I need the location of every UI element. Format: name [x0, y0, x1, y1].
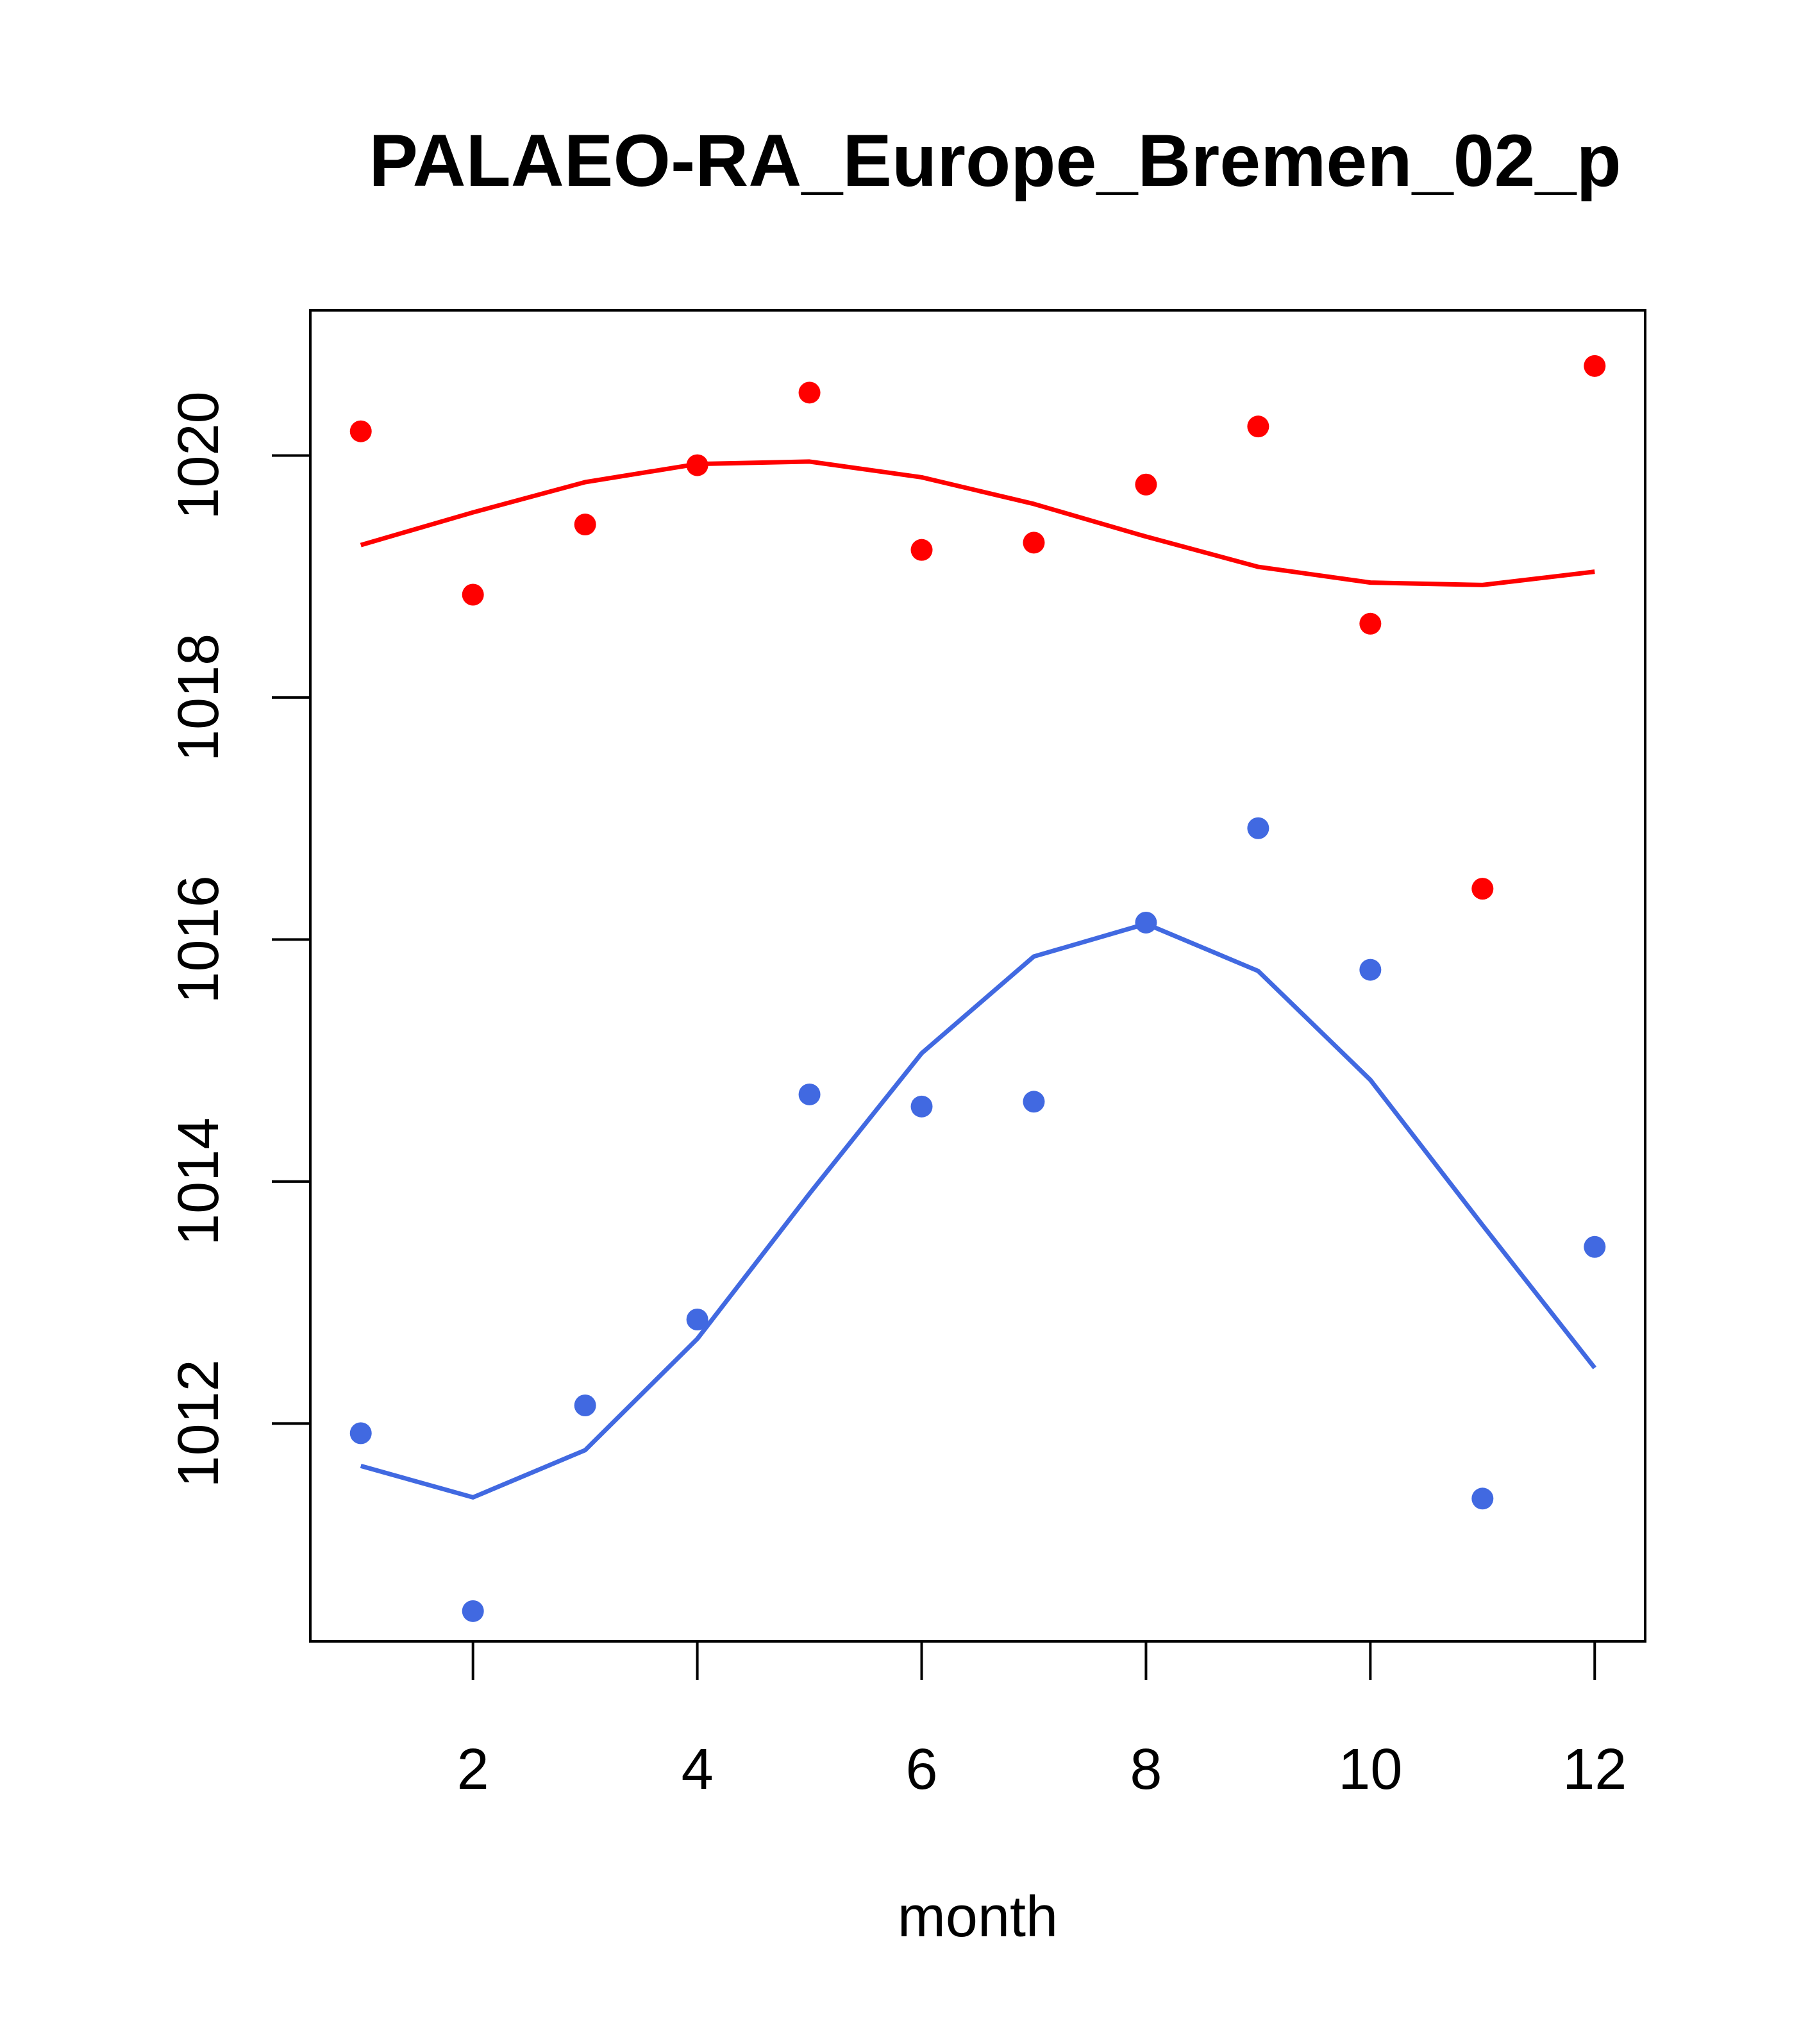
series-1-point: [1135, 473, 1157, 496]
series-1-point: [1359, 612, 1382, 635]
series-2-point: [1023, 1091, 1045, 1113]
series-1-point: [574, 514, 596, 536]
chart-title: PALAEO-RA_Europe_Bremen_02_p: [369, 120, 1621, 202]
series-2-point: [1359, 959, 1382, 981]
x-tick-label: 8: [1130, 1738, 1162, 1802]
series-2: [349, 817, 1606, 1622]
y-tick-label: 1018: [167, 633, 231, 762]
x-tick-label: 4: [682, 1738, 714, 1802]
y-tick-label: 1012: [167, 1359, 231, 1487]
series-1-point: [686, 454, 708, 476]
series-2-point: [574, 1394, 596, 1416]
y-tick-label: 1016: [167, 875, 231, 1003]
series-1: [349, 355, 1606, 900]
plot-frame: [309, 309, 1646, 1643]
x-axis-label: month: [898, 1885, 1058, 1949]
series-1-point: [798, 381, 821, 404]
series-2-point: [1247, 817, 1269, 839]
series-2-smooth-line: [360, 921, 1597, 1500]
series-2-point: [1471, 1487, 1494, 1510]
x-tick-label: 2: [457, 1738, 489, 1802]
series-1-point: [1023, 532, 1045, 554]
series-2-point: [349, 1422, 372, 1445]
series-2-point: [686, 1308, 708, 1330]
series-2-point: [1135, 911, 1157, 934]
x-tick-label: 6: [905, 1738, 937, 1802]
y-tick-label: 1020: [167, 391, 231, 519]
series-1-point: [910, 539, 933, 561]
series-2-point: [462, 1600, 484, 1622]
series-1-point: [1584, 355, 1606, 377]
series-1-point: [462, 583, 484, 606]
series-2-point: [798, 1083, 821, 1105]
x-tick-label: 10: [1338, 1738, 1402, 1802]
series-2-point: [1584, 1236, 1606, 1258]
y-tick-label: 1014: [167, 1118, 231, 1246]
x-axis: 2 4 6 8 10 12: [457, 1641, 1627, 1802]
series-1-smooth-line: [360, 459, 1595, 587]
series-2-point: [910, 1095, 933, 1118]
series-1-point: [1471, 878, 1494, 900]
y-axis: 1012 1014 1016 1018 1020: [167, 391, 310, 1487]
x-tick-label: 12: [1562, 1738, 1627, 1802]
plot-area: [349, 355, 1606, 1622]
series-1-point: [349, 420, 372, 442]
series-1-point: [1247, 415, 1269, 438]
